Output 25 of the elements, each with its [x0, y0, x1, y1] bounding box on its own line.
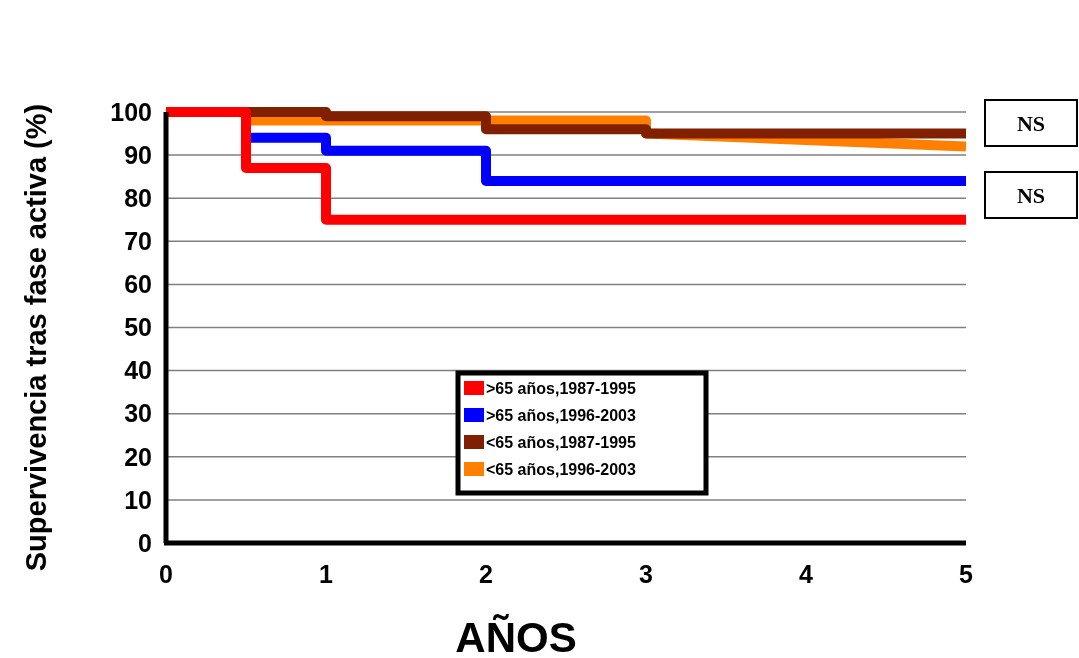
- y-tick-label: 100: [110, 97, 152, 126]
- legend-label: <65 años,1987-1995: [486, 434, 636, 451]
- y-tick-label: 0: [138, 528, 152, 557]
- x-tick-label: 1: [319, 560, 334, 588]
- y-tick-label: 10: [124, 485, 152, 514]
- y-tick-label: 30: [124, 399, 152, 428]
- y-tick-label: 80: [124, 183, 152, 212]
- x-tick-label: 0: [159, 560, 173, 588]
- x-tick-label: 2: [479, 560, 493, 588]
- y-tick-label: 50: [124, 313, 152, 342]
- y-tick-label: 60: [124, 270, 152, 299]
- x-tick-label: 5: [959, 560, 974, 588]
- legend-label: >65 años,1987-1995: [486, 380, 636, 397]
- y-tick-label: 90: [124, 140, 152, 169]
- x-tick-label: 3: [639, 560, 653, 588]
- x-tick-label: 4: [799, 560, 814, 588]
- text-box: NS: [984, 171, 1078, 219]
- text-box: NS: [984, 99, 1078, 147]
- y-tick-label: 70: [124, 227, 152, 256]
- y-axis-title: Supervivencia tras fase activa (%): [20, 103, 52, 572]
- legend-label: <65 años,1996-2003: [486, 461, 636, 478]
- y-tick-label: 40: [124, 356, 152, 385]
- y-tick-label: 20: [124, 442, 152, 471]
- x-axis-title: AÑOS: [455, 614, 577, 658]
- legend-label: >65 años,1996-2003: [486, 407, 636, 424]
